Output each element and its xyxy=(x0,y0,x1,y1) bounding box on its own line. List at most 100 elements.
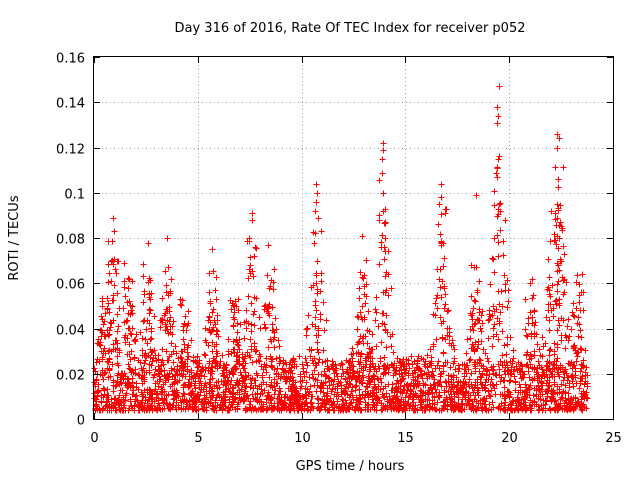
data-point xyxy=(369,355,376,362)
data-point xyxy=(495,156,502,163)
data-point xyxy=(326,366,333,373)
data-point xyxy=(578,334,585,341)
data-point xyxy=(474,316,481,323)
data-point xyxy=(236,354,243,361)
data-point xyxy=(207,376,214,383)
data-point xyxy=(312,360,319,367)
y-tick-label: 0.14 xyxy=(56,97,85,112)
data-point xyxy=(535,393,542,400)
data-point xyxy=(379,310,386,317)
data-point xyxy=(187,391,194,398)
data-point xyxy=(470,389,477,396)
data-point xyxy=(495,113,502,120)
data-point xyxy=(399,389,406,396)
data-point xyxy=(363,257,370,264)
data-point xyxy=(501,342,508,349)
data-point xyxy=(354,326,361,333)
data-point xyxy=(286,365,293,372)
data-point xyxy=(107,324,114,331)
data-point xyxy=(168,367,175,374)
data-point xyxy=(108,320,115,327)
data-point xyxy=(128,307,135,314)
data-point xyxy=(184,356,191,363)
y-tick-label: 0.04 xyxy=(56,324,85,339)
data-point xyxy=(201,382,208,389)
data-point xyxy=(373,343,380,350)
data-point xyxy=(508,366,515,373)
data-point xyxy=(417,371,424,378)
data-point xyxy=(490,256,497,263)
data-point xyxy=(431,376,438,383)
data-point xyxy=(576,292,583,299)
data-point xyxy=(433,295,440,302)
data-point xyxy=(380,208,387,215)
data-point xyxy=(314,339,321,346)
data-point xyxy=(381,256,388,263)
data-point xyxy=(438,294,445,301)
data-point xyxy=(247,384,254,391)
data-point xyxy=(171,388,178,395)
data-point xyxy=(367,350,374,357)
x-tick-label: 25 xyxy=(605,431,622,446)
data-point xyxy=(397,359,404,366)
data-point xyxy=(106,355,113,362)
data-point xyxy=(539,353,546,360)
data-point xyxy=(390,349,397,356)
data-point xyxy=(532,319,539,326)
data-point xyxy=(350,396,357,403)
data-point xyxy=(364,351,371,358)
data-point xyxy=(430,343,437,350)
data-point xyxy=(304,325,311,332)
data-point xyxy=(213,274,220,281)
data-point xyxy=(269,356,276,363)
data-point xyxy=(114,290,121,297)
data-point xyxy=(409,361,416,368)
data-point xyxy=(499,328,506,335)
data-point xyxy=(113,407,120,414)
data-point xyxy=(119,387,126,394)
data-point xyxy=(263,355,270,362)
data-point xyxy=(502,217,509,224)
data-point xyxy=(253,347,260,354)
data-point xyxy=(247,376,254,383)
data-point xyxy=(574,349,581,356)
data-point xyxy=(491,235,498,242)
data-point xyxy=(127,356,134,363)
data-point xyxy=(130,387,137,394)
data-point xyxy=(495,404,502,411)
data-point xyxy=(167,383,174,390)
data-point xyxy=(97,339,104,346)
data-point xyxy=(193,359,200,366)
data-point xyxy=(151,398,158,405)
data-point xyxy=(129,391,136,398)
data-point xyxy=(395,380,402,387)
data-point xyxy=(242,388,249,395)
data-point xyxy=(383,365,390,372)
data-point xyxy=(312,314,319,321)
data-point xyxy=(198,372,205,379)
data-point xyxy=(185,384,192,391)
data-point xyxy=(354,313,361,320)
data-point xyxy=(577,368,584,375)
data-point xyxy=(120,398,127,405)
data-point xyxy=(139,380,146,387)
data-point xyxy=(510,397,517,404)
data-point xyxy=(354,368,361,375)
data-point xyxy=(265,389,272,396)
data-point xyxy=(330,381,337,388)
data-point xyxy=(365,308,372,315)
data-point xyxy=(565,390,572,397)
data-point xyxy=(507,406,514,413)
data-point xyxy=(504,341,511,348)
data-point xyxy=(209,339,216,346)
data-point xyxy=(147,354,154,361)
data-point xyxy=(164,235,171,242)
data-point xyxy=(364,402,371,409)
data-point xyxy=(101,333,108,340)
data-point xyxy=(465,400,472,407)
data-point xyxy=(477,400,484,407)
data-point xyxy=(487,281,494,288)
data-point xyxy=(329,363,336,370)
data-point xyxy=(438,238,445,245)
